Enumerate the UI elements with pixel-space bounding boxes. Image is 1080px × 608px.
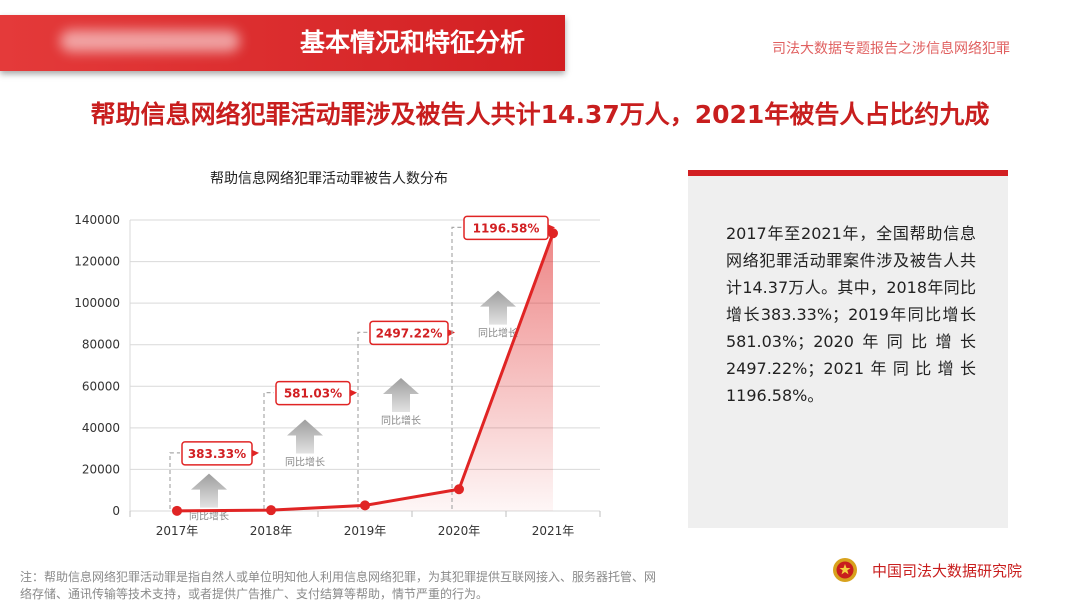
up-arrow-icon	[383, 377, 419, 412]
y-tick-label: 80000	[82, 338, 120, 352]
org-name: 中国司法大数据研究院	[872, 562, 1023, 580]
blurred-logo	[60, 30, 240, 52]
growth-bracket	[169, 452, 180, 509]
x-tick-label: 2019年	[344, 524, 387, 538]
data-point	[172, 505, 182, 516]
growth-bracket	[357, 331, 368, 509]
page-headline: 帮助信息网络犯罪活动罪涉及被告人共计14.37万人，2021年被告人占比约九成	[90, 100, 990, 129]
up-arrow-icon	[480, 290, 516, 325]
data-point	[266, 505, 276, 516]
y-tick-label: 40000	[82, 421, 120, 435]
panel-accent-bar	[688, 170, 1008, 176]
x-tick-label: 2020年	[438, 524, 481, 538]
y-tick-label: 120000	[74, 255, 120, 269]
growth-label-pointer	[252, 449, 259, 457]
growth-bracket	[263, 392, 274, 509]
data-point	[454, 484, 464, 495]
x-tick-label: 2017年	[156, 524, 199, 538]
data-point	[360, 500, 370, 511]
growth-bracket	[451, 226, 462, 509]
growth-label: 383.33%	[188, 447, 246, 461]
area-fill	[177, 233, 553, 511]
summary-panel: 2017年至2021年，全国帮助信息网络犯罪活动罪案件涉及被告人共计14.37万…	[688, 170, 1008, 528]
line-chart: 0 20000 40000 60000 80000 100000 120000 140000 2…	[74, 213, 601, 538]
y-tick-label: 20000	[82, 462, 120, 476]
data-point	[548, 228, 558, 239]
up-arrow-icon	[191, 473, 227, 508]
growth-arrow-label: 同比增长	[285, 456, 325, 469]
growth-label-pointer	[350, 389, 357, 397]
growth-arrow-label: 同比增长	[189, 510, 229, 523]
y-tick-label: 140000	[74, 213, 120, 227]
y-tick-label: 100000	[74, 296, 120, 310]
y-tick-label: 60000	[82, 379, 120, 393]
y-tick-label: 0	[112, 504, 120, 518]
court-emblem-icon	[833, 558, 857, 582]
growth-label: 581.03%	[284, 387, 342, 401]
growth-label: 1196.58%	[473, 221, 540, 235]
x-tick-label: 2021年	[532, 524, 575, 538]
x-tick-label: 2018年	[250, 524, 293, 538]
section-title: 基本情况和特征分析	[300, 28, 526, 57]
growth-label: 2497.22%	[376, 326, 443, 340]
growth-arrow-label: 同比增长	[381, 414, 421, 427]
chart-title: 帮助信息网络犯罪活动罪被告人数分布	[210, 171, 448, 187]
summary-text: 2017年至2021年，全国帮助信息网络犯罪活动罪案件涉及被告人共计14.37万…	[726, 224, 976, 405]
growth-arrow-label: 同比增长	[478, 327, 518, 340]
footnote: 注：帮助信息网络犯罪活动罪是指自然人或单位明知他人利用信息网络犯罪，为其犯罪提供…	[20, 570, 657, 601]
up-arrow-icon	[287, 419, 323, 454]
report-subtitle: 司法大数据专题报告之涉信息网络犯罪	[772, 41, 1010, 57]
